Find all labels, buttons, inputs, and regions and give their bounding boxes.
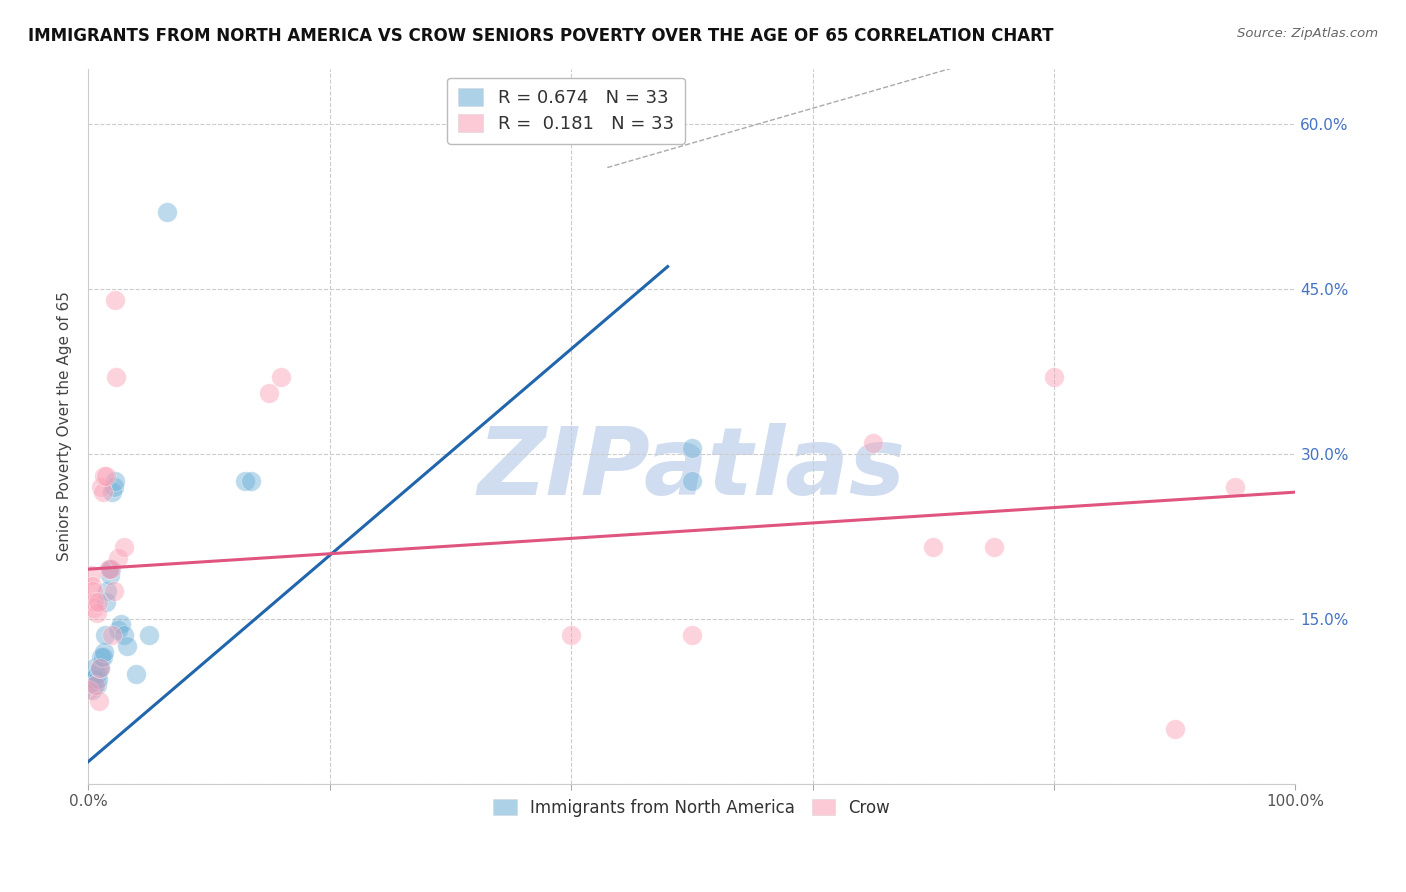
Point — [112, 540, 135, 554]
Point — [125, 666, 148, 681]
Text: Source: ZipAtlas.com: Source: ZipAtlas.com — [1237, 27, 1378, 40]
Point — [240, 474, 263, 488]
Point — [1223, 480, 1246, 494]
Point — [112, 628, 135, 642]
Point — [91, 485, 114, 500]
Point — [93, 468, 115, 483]
Point — [86, 606, 108, 620]
Point — [84, 678, 107, 692]
Point — [110, 617, 132, 632]
Point — [82, 584, 104, 599]
Point — [104, 293, 127, 307]
Point — [94, 628, 117, 642]
Point — [922, 540, 945, 554]
Point — [115, 639, 138, 653]
Point — [86, 678, 108, 692]
Point — [83, 595, 105, 609]
Point — [257, 386, 280, 401]
Point — [97, 562, 120, 576]
Legend: Immigrants from North America, Crow: Immigrants from North America, Crow — [485, 791, 898, 825]
Point — [98, 562, 121, 576]
Point — [681, 474, 703, 488]
Text: ZIPatlas: ZIPatlas — [478, 423, 905, 515]
Point — [270, 369, 292, 384]
Point — [156, 204, 179, 219]
Point — [91, 650, 114, 665]
Y-axis label: Seniors Poverty Over the Age of 65: Seniors Poverty Over the Age of 65 — [58, 291, 72, 561]
Point — [560, 628, 582, 642]
Point — [79, 683, 101, 698]
Point — [104, 474, 127, 488]
Point — [104, 369, 127, 384]
Point — [681, 628, 703, 642]
Point — [87, 595, 110, 609]
Point — [233, 474, 256, 488]
Point — [96, 595, 118, 609]
Point — [1043, 369, 1066, 384]
Point — [681, 441, 703, 455]
Point — [103, 584, 125, 599]
Text: IMMIGRANTS FROM NORTH AMERICA VS CROW SENIORS POVERTY OVER THE AGE OF 65 CORRELA: IMMIGRANTS FROM NORTH AMERICA VS CROW SE… — [28, 27, 1053, 45]
Point — [90, 650, 112, 665]
Point — [84, 678, 107, 692]
Point — [862, 435, 884, 450]
Point — [86, 666, 108, 681]
Point — [107, 551, 129, 566]
Point — [83, 661, 105, 675]
Point — [103, 480, 125, 494]
Point — [87, 661, 110, 675]
Point — [96, 468, 118, 483]
Point — [82, 672, 104, 686]
Point — [80, 579, 103, 593]
Point — [87, 694, 110, 708]
Point — [107, 623, 129, 637]
Point — [83, 672, 105, 686]
Point — [101, 485, 124, 500]
Point — [93, 645, 115, 659]
Point — [983, 540, 1005, 554]
Point — [100, 562, 122, 576]
Point — [87, 672, 110, 686]
Point — [79, 567, 101, 582]
Point — [138, 628, 160, 642]
Point — [97, 562, 120, 576]
Point — [89, 661, 111, 675]
Point — [80, 683, 103, 698]
Point — [90, 480, 112, 494]
Point — [101, 628, 124, 642]
Point — [98, 567, 121, 582]
Point — [83, 600, 105, 615]
Point — [96, 584, 118, 599]
Point — [89, 661, 111, 675]
Point — [1164, 722, 1187, 736]
